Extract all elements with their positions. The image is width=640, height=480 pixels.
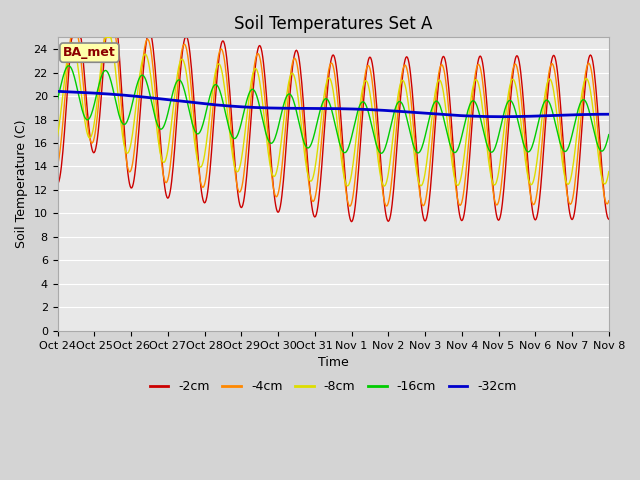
-4cm [605,198,612,204]
-2cm [434,86,442,92]
-32cm [605,111,612,117]
-16cm [65,63,73,69]
-32cm [556,112,563,118]
-16cm [175,77,183,83]
Title: Soil Temperatures Set A: Soil Temperatures Set A [234,15,433,33]
-4cm [199,184,207,190]
-16cm [54,96,61,102]
-2cm [54,181,61,187]
-32cm [198,101,206,107]
-32cm [433,111,440,117]
-4cm [326,64,333,70]
-16cm [380,148,388,154]
-16cm [434,99,442,105]
Line: -4cm: -4cm [58,37,609,206]
-16cm [378,150,385,156]
-4cm [556,116,564,121]
-8cm [379,182,387,188]
-8cm [434,78,442,84]
-32cm [498,114,506,120]
X-axis label: Time: Time [318,356,349,369]
-2cm [605,216,612,222]
-8cm [556,138,564,144]
Line: -16cm: -16cm [58,66,609,153]
Y-axis label: Soil Temperature (C): Soil Temperature (C) [15,120,28,248]
-32cm [175,98,182,104]
-32cm [54,88,61,94]
-8cm [326,75,333,81]
-4cm [434,75,442,81]
-2cm [556,94,564,99]
Line: -2cm: -2cm [58,37,609,222]
-2cm [326,69,333,74]
-16cm [556,139,564,145]
-8cm [381,183,388,189]
Line: -32cm: -32cm [58,91,609,117]
Line: -8cm: -8cm [58,37,609,186]
-8cm [605,168,612,174]
-4cm [54,162,61,168]
-4cm [67,35,75,40]
-2cm [380,194,388,200]
-16cm [199,121,207,127]
-8cm [102,35,109,40]
-16cm [605,132,612,137]
-4cm [380,195,388,201]
-4cm [346,203,354,209]
-2cm [348,219,355,225]
-2cm [175,83,183,89]
-8cm [175,62,183,68]
-8cm [54,133,61,139]
-8cm [199,159,207,165]
-2cm [199,197,207,203]
-32cm [324,106,332,111]
-32cm [378,108,386,113]
-16cm [326,100,333,106]
-4cm [175,66,183,72]
Legend: -2cm, -4cm, -8cm, -16cm, -32cm: -2cm, -4cm, -8cm, -16cm, -32cm [145,375,522,398]
Text: BA_met: BA_met [63,46,116,59]
-2cm [68,35,76,40]
